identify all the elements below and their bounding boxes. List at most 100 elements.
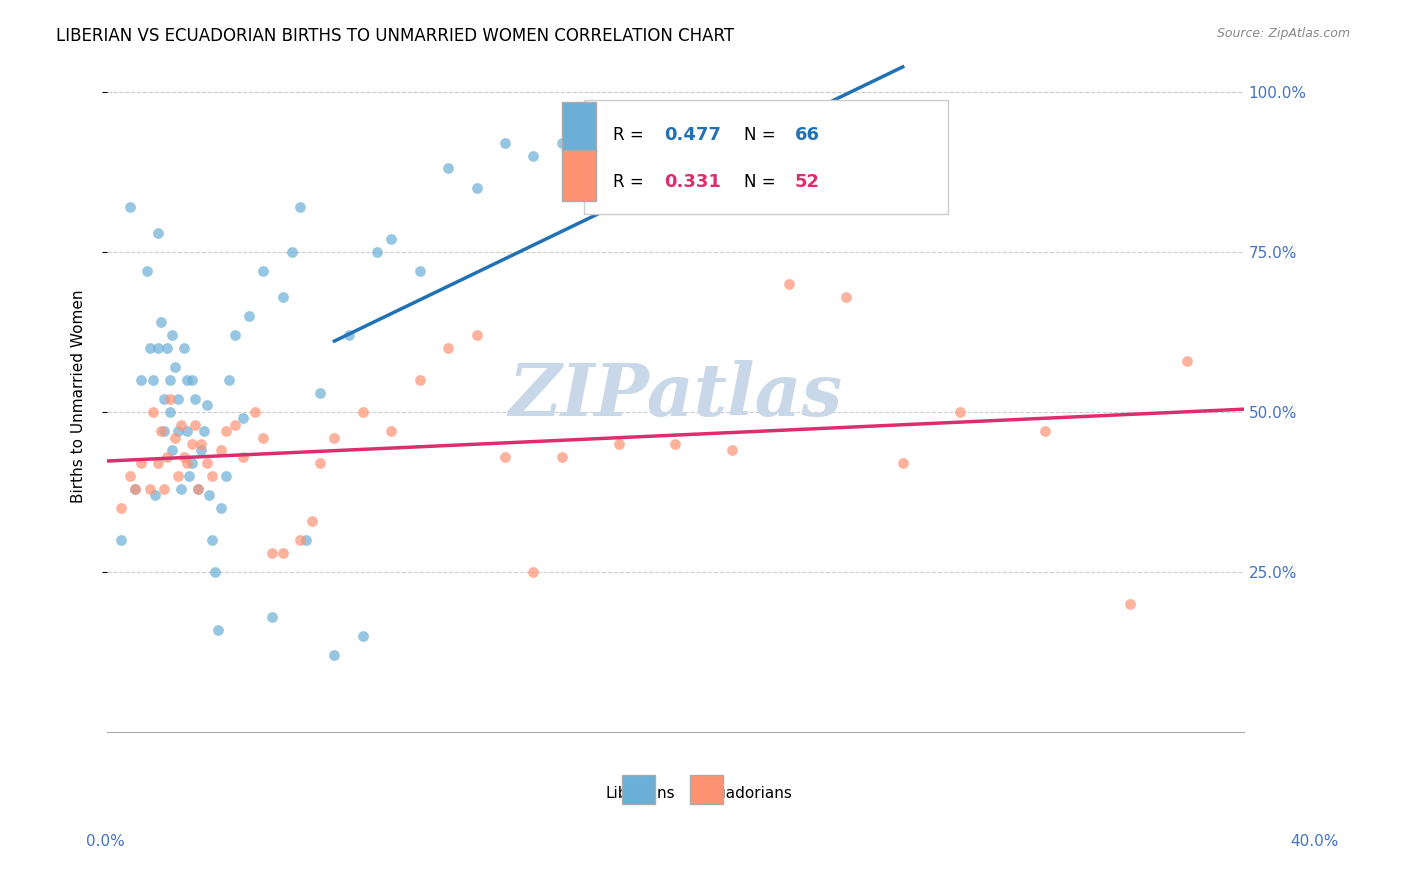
- Point: [118, 200, 141, 214]
- Point: [1033, 424, 1056, 438]
- Point: [301, 514, 323, 528]
- Point: [607, 437, 630, 451]
- Point: [1175, 353, 1198, 368]
- Point: [295, 533, 318, 547]
- Point: [195, 456, 218, 470]
- Point: [148, 226, 170, 240]
- Point: [309, 385, 332, 400]
- Point: [366, 244, 388, 259]
- Point: [835, 290, 858, 304]
- Point: [408, 264, 430, 278]
- Point: [607, 161, 630, 176]
- Point: [1119, 597, 1142, 611]
- Point: [380, 424, 402, 438]
- Point: [232, 411, 254, 425]
- Text: 0.331: 0.331: [664, 173, 721, 192]
- Point: [138, 482, 160, 496]
- FancyBboxPatch shape: [621, 774, 655, 804]
- Point: [281, 244, 304, 259]
- Point: [201, 533, 224, 547]
- Point: [465, 328, 488, 343]
- Point: [165, 359, 187, 374]
- Point: [159, 392, 181, 406]
- Point: [437, 341, 460, 355]
- Point: [159, 405, 181, 419]
- Text: 66: 66: [794, 126, 820, 144]
- Point: [201, 469, 224, 483]
- Point: [209, 443, 232, 458]
- Point: [153, 482, 176, 496]
- Point: [465, 180, 488, 194]
- Point: [118, 469, 141, 483]
- Point: [167, 392, 190, 406]
- Point: [148, 341, 170, 355]
- Point: [156, 450, 179, 464]
- Point: [148, 456, 170, 470]
- Point: [170, 417, 193, 432]
- Text: 0.477: 0.477: [664, 126, 721, 144]
- Point: [551, 450, 574, 464]
- Point: [124, 482, 146, 496]
- Point: [209, 500, 232, 515]
- Point: [167, 424, 190, 438]
- Y-axis label: Births to Unmarried Women: Births to Unmarried Women: [72, 289, 86, 502]
- Text: 40.0%: 40.0%: [1291, 834, 1339, 849]
- Point: [170, 482, 193, 496]
- Point: [494, 136, 516, 150]
- Point: [198, 488, 221, 502]
- Point: [156, 341, 179, 355]
- Point: [184, 417, 207, 432]
- Point: [224, 328, 246, 343]
- Point: [193, 424, 215, 438]
- Point: [207, 623, 229, 637]
- Point: [323, 430, 346, 444]
- Point: [232, 450, 254, 464]
- Point: [522, 149, 544, 163]
- Point: [260, 546, 283, 560]
- Point: [124, 482, 146, 496]
- Point: [110, 500, 132, 515]
- Point: [167, 469, 190, 483]
- Point: [181, 456, 204, 470]
- Point: [184, 392, 207, 406]
- Point: [380, 232, 402, 246]
- Text: 52: 52: [794, 173, 820, 192]
- Point: [352, 405, 374, 419]
- Point: [162, 443, 184, 458]
- Point: [891, 456, 914, 470]
- Point: [176, 456, 198, 470]
- Point: [271, 290, 294, 304]
- Point: [190, 437, 212, 451]
- Text: Liberians: Liberians: [606, 786, 675, 801]
- Point: [176, 373, 198, 387]
- Text: N =: N =: [744, 173, 775, 192]
- Text: R =: R =: [613, 173, 644, 192]
- Text: R =: R =: [613, 126, 644, 144]
- Point: [187, 482, 209, 496]
- Point: [176, 424, 198, 438]
- Point: [721, 129, 744, 144]
- Point: [408, 373, 430, 387]
- Point: [778, 277, 800, 291]
- Point: [195, 399, 218, 413]
- Point: [162, 328, 184, 343]
- Point: [215, 469, 238, 483]
- Point: [150, 315, 173, 329]
- Point: [129, 373, 152, 387]
- Point: [187, 482, 209, 496]
- Text: Ecuadorians: Ecuadorians: [699, 786, 792, 801]
- Text: N =: N =: [744, 126, 775, 144]
- Text: Source: ZipAtlas.com: Source: ZipAtlas.com: [1216, 27, 1350, 40]
- FancyBboxPatch shape: [585, 100, 948, 214]
- Point: [664, 437, 686, 451]
- Point: [173, 341, 195, 355]
- Point: [522, 565, 544, 579]
- Point: [352, 629, 374, 643]
- Point: [215, 424, 238, 438]
- Point: [323, 648, 346, 663]
- Point: [290, 533, 312, 547]
- Point: [337, 328, 360, 343]
- Text: LIBERIAN VS ECUADORIAN BIRTHS TO UNMARRIED WOMEN CORRELATION CHART: LIBERIAN VS ECUADORIAN BIRTHS TO UNMARRI…: [56, 27, 734, 45]
- Point: [179, 469, 201, 483]
- Point: [204, 565, 226, 579]
